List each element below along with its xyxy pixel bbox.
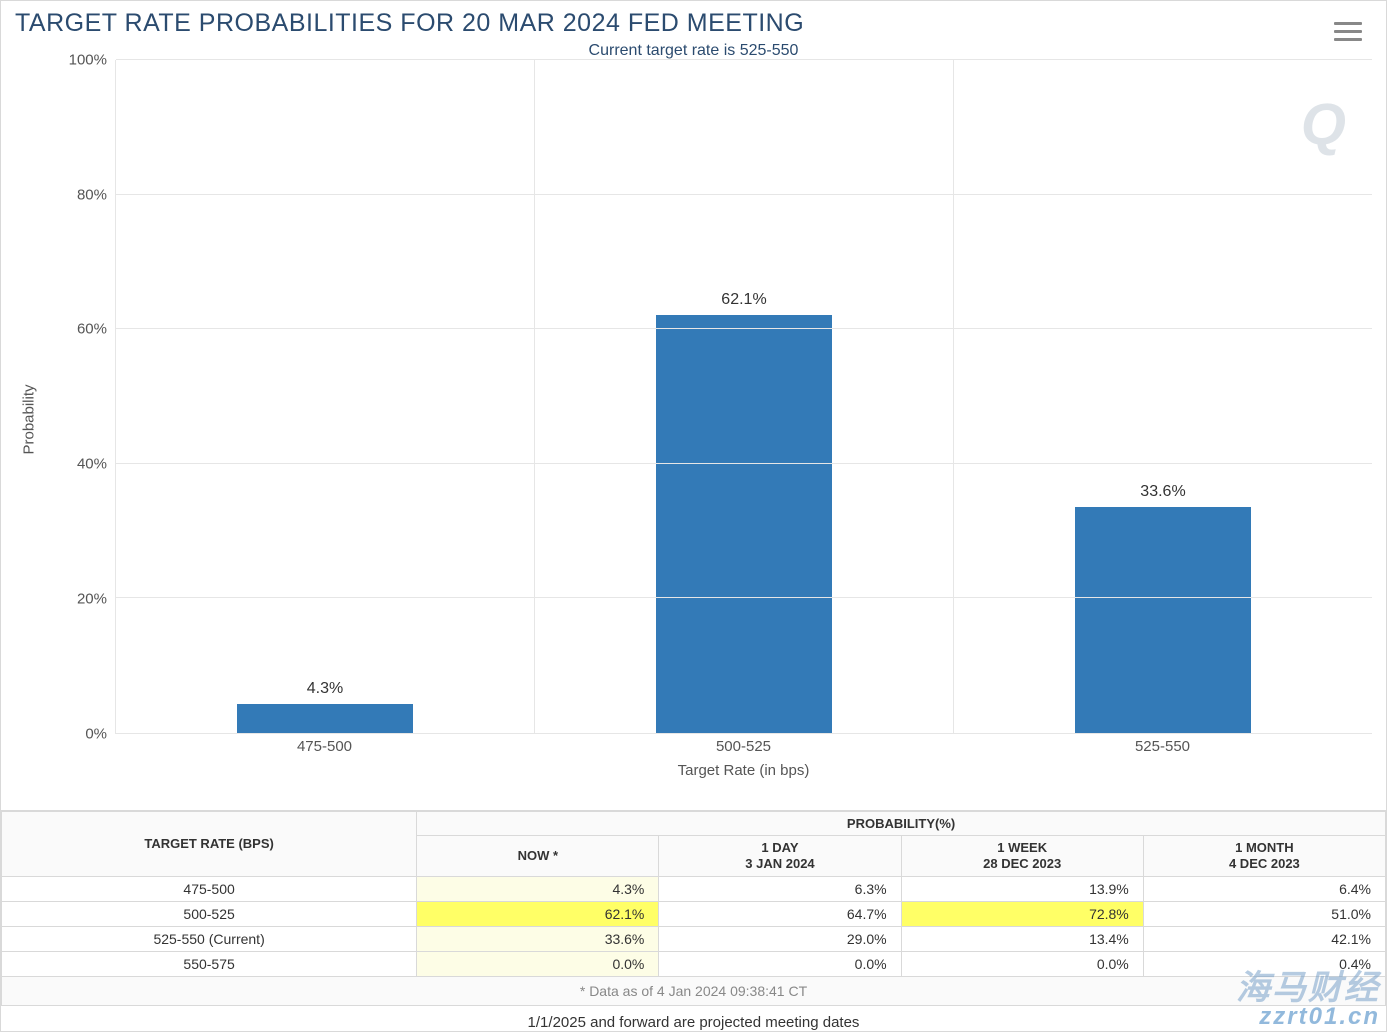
rate-cell: 525-550 (Current)	[2, 927, 417, 952]
y-tick-label: 100%	[69, 52, 107, 69]
bar-value-label: 33.6%	[1140, 483, 1185, 501]
plot-area: 4.3% 62.1% 33.6%	[115, 60, 1372, 734]
rate-cell: 475-500	[2, 877, 417, 902]
table-row: 550-5750.0%0.0%0.0%0.4%	[2, 952, 1386, 977]
bar-value-label: 62.1%	[721, 291, 766, 309]
bar[interactable]: 4.3%	[237, 704, 413, 733]
y-axis-ticks: 0%20%40%60%80%100%	[43, 60, 115, 734]
x-tick-label: 525-550	[953, 734, 1372, 758]
chart-menu-button[interactable]	[1334, 17, 1362, 46]
probability-cell: 33.6%	[417, 927, 659, 952]
probability-cell: 13.4%	[901, 927, 1143, 952]
table-header-probability: PROBABILITY(%)	[417, 811, 1386, 835]
gridline	[116, 194, 1372, 195]
gridline	[116, 59, 1372, 60]
y-tick-label: 40%	[77, 456, 107, 473]
rate-cell: 550-575	[2, 952, 417, 977]
probability-cell: 6.4%	[1143, 877, 1385, 902]
table-column-header: 1 MONTH4 DEC 2023	[1143, 835, 1385, 877]
probability-cell: 0.0%	[417, 952, 659, 977]
bar-container: 4.3% 62.1% 33.6%	[116, 60, 1372, 733]
x-axis-label: Target Rate (in bps)	[115, 762, 1372, 779]
bar-slot: 4.3%	[116, 60, 535, 733]
table-body: 475-5004.3%6.3%13.9%6.4%500-52562.1%64.7…	[2, 877, 1386, 977]
y-tick-label: 0%	[85, 725, 107, 742]
probability-table: TARGET RATE (BPS) PROBABILITY(%) NOW *1 …	[1, 811, 1386, 978]
gridline	[116, 597, 1372, 598]
table-header-rate: TARGET RATE (BPS)	[2, 811, 417, 877]
chart-subtitle: Current target rate is 525-550	[15, 42, 1372, 60]
chart-title: TARGET RATE PROBABILITIES FOR 20 MAR 202…	[15, 9, 1372, 38]
probability-cell: 51.0%	[1143, 902, 1385, 927]
x-axis-ticks: 475-500500-525525-550	[115, 734, 1372, 758]
table-column-header: NOW *	[417, 835, 659, 877]
probability-cell: 13.9%	[901, 877, 1143, 902]
x-tick-label: 500-525	[534, 734, 953, 758]
probability-cell: 0.4%	[1143, 952, 1385, 977]
table-row: 500-52562.1%64.7%72.8%51.0%	[2, 902, 1386, 927]
probability-cell: 6.3%	[659, 877, 901, 902]
probability-cell: 72.8%	[901, 902, 1143, 927]
probability-cell: 4.3%	[417, 877, 659, 902]
probability-cell: 0.0%	[901, 952, 1143, 977]
plot-wrap: Probability 0%20%40%60%80%100% 4.3%62.1%…	[15, 60, 1372, 779]
bar[interactable]: 33.6%	[1075, 507, 1251, 733]
gridline	[116, 463, 1372, 464]
probability-cell: 29.0%	[659, 927, 901, 952]
table-column-header: 1 DAY3 JAN 2024	[659, 835, 901, 877]
rate-cell: 500-525	[2, 902, 417, 927]
chart-panel: TARGET RATE PROBABILITIES FOR 20 MAR 202…	[1, 1, 1386, 810]
y-tick-label: 60%	[77, 321, 107, 338]
probability-table-panel: TARGET RATE (BPS) PROBABILITY(%) NOW *1 …	[1, 810, 1386, 1032]
y-axis-label: Probability	[21, 384, 38, 454]
bar-slot: 33.6%	[954, 60, 1372, 733]
table-footer-note: 1/1/2025 and forward are projected meeti…	[1, 1006, 1386, 1031]
bar[interactable]: 62.1%	[656, 315, 832, 733]
table-column-header: 1 WEEK28 DEC 2023	[901, 835, 1143, 877]
gridline	[116, 328, 1372, 329]
y-tick-label: 20%	[77, 590, 107, 607]
y-axis-label-wrap: Probability	[15, 60, 43, 779]
table-row: 475-5004.3%6.3%13.9%6.4%	[2, 877, 1386, 902]
probability-cell: 42.1%	[1143, 927, 1385, 952]
probability-cell: 62.1%	[417, 902, 659, 927]
table-data-note: * Data as of 4 Jan 2024 09:38:41 CT	[1, 977, 1386, 1006]
y-tick-label: 80%	[77, 186, 107, 203]
bar-slot: 62.1%	[535, 60, 954, 733]
x-tick-label: 475-500	[115, 734, 534, 758]
bar-value-label: 4.3%	[307, 680, 343, 698]
probability-cell: 64.7%	[659, 902, 901, 927]
table-row: 525-550 (Current)33.6%29.0%13.4%42.1%	[2, 927, 1386, 952]
probability-cell: 0.0%	[659, 952, 901, 977]
